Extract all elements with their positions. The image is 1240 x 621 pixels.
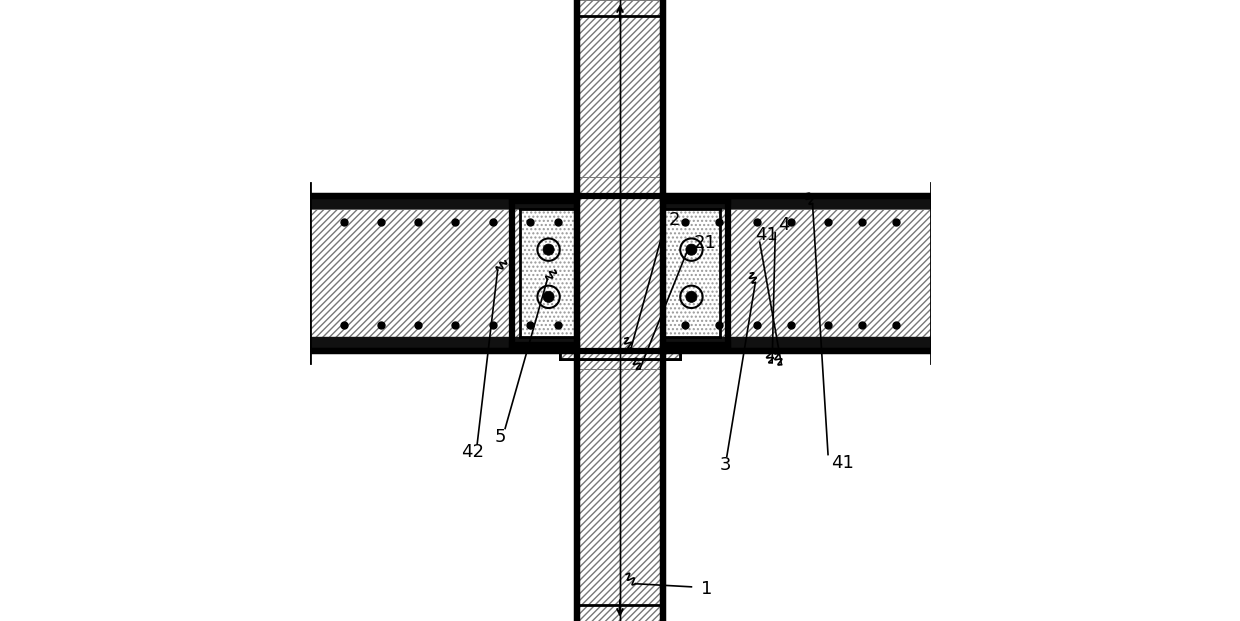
Bar [663, 337, 930, 351]
Bar [577, 0, 663, 621]
Bar [577, 177, 663, 369]
Text: 42: 42 [461, 443, 485, 461]
Circle shape [543, 244, 554, 255]
Text: 41: 41 [755, 226, 779, 243]
Bar [663, 196, 930, 351]
Text: 21: 21 [693, 235, 717, 252]
Bar [310, 337, 577, 351]
Bar [310, 196, 577, 351]
Bar [663, 209, 930, 337]
Text: 41: 41 [831, 454, 854, 471]
Bar [310, 196, 577, 209]
Bar [577, 0, 663, 621]
Text: 2: 2 [668, 212, 680, 229]
Circle shape [686, 291, 697, 302]
Text: 5: 5 [495, 428, 506, 445]
Bar [560, 351, 680, 359]
Bar [520, 209, 577, 337]
Bar [560, 351, 680, 359]
Text: 3: 3 [720, 456, 732, 473]
Bar [577, 177, 663, 369]
Circle shape [686, 244, 697, 255]
Text: 4: 4 [779, 216, 790, 233]
Circle shape [543, 291, 554, 302]
Text: 1: 1 [701, 580, 712, 597]
Bar [663, 196, 930, 209]
Bar [663, 209, 720, 337]
Bar [310, 209, 577, 337]
